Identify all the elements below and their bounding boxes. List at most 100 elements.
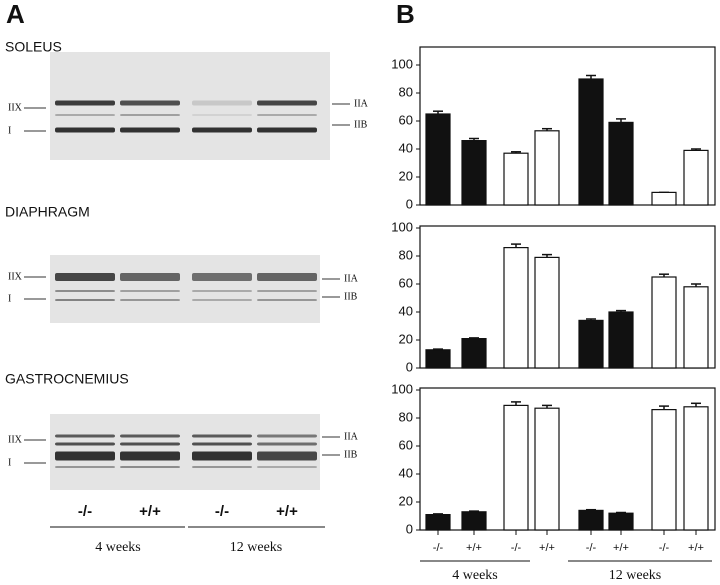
band-label: I	[8, 293, 11, 304]
bar	[503, 152, 529, 206]
y-tick-label: 100	[391, 219, 413, 234]
group-label: 4 weeks	[452, 568, 498, 583]
gel-band	[120, 114, 180, 116]
chart-frame	[419, 387, 716, 531]
gel-band	[257, 127, 317, 133]
gel-band	[55, 451, 115, 461]
gel-band	[192, 451, 252, 461]
band-label: I	[8, 457, 11, 468]
y-tick-label: 40	[399, 465, 413, 480]
bar	[503, 404, 529, 531]
y-tick-label: 0	[406, 359, 413, 374]
band-label: I	[8, 125, 11, 136]
bar	[534, 130, 560, 206]
gel-band	[55, 299, 115, 301]
genotype-label: -/-	[215, 503, 229, 520]
y-tick-label: 100	[391, 56, 413, 71]
gel-band	[257, 114, 317, 116]
y-tick-label: 0	[406, 196, 413, 211]
bar	[608, 512, 634, 531]
band-label: IIA	[344, 273, 359, 284]
band-label: IIX	[8, 271, 23, 282]
bar	[534, 407, 560, 531]
gel-band	[192, 290, 252, 292]
bar	[683, 406, 709, 531]
bar	[608, 121, 634, 206]
gel-band	[192, 299, 252, 301]
gel-title: DIAPHRAGM	[5, 204, 90, 220]
gel-band	[120, 273, 180, 281]
gel-band	[192, 466, 252, 468]
bar	[683, 286, 709, 369]
gel-image	[50, 255, 320, 323]
y-tick-label: 20	[399, 331, 413, 346]
gel-band	[257, 299, 317, 301]
band-label: IIA	[344, 431, 359, 442]
group-label: 4 weeks	[95, 540, 141, 555]
bar	[608, 311, 634, 369]
bar	[534, 256, 560, 369]
bar	[461, 511, 487, 531]
gel-band	[257, 442, 317, 446]
gel-band	[120, 290, 180, 292]
x-tick-label: +/+	[466, 542, 482, 554]
bar	[651, 276, 677, 369]
y-tick-label: 80	[399, 247, 413, 262]
genotype-label: +/+	[139, 503, 161, 520]
genotype-label: +/+	[276, 503, 298, 520]
gel-band	[55, 100, 115, 106]
gel-title: SOLEUS	[5, 39, 62, 55]
bar	[425, 513, 451, 531]
gel-band	[55, 114, 115, 116]
gel-band	[257, 100, 317, 106]
y-tick-label: 60	[399, 437, 413, 452]
gel-image	[50, 52, 330, 160]
bar	[578, 319, 604, 369]
x-tick-label: +/+	[688, 542, 704, 554]
gel-band	[55, 466, 115, 468]
gel-title: GASTROCNEMIUS	[5, 371, 129, 387]
gel-band	[257, 273, 317, 281]
y-tick-label: 0	[406, 521, 413, 536]
gel-band	[120, 100, 180, 106]
x-tick-label: +/+	[613, 542, 629, 554]
group-label: 12 weeks	[230, 540, 283, 555]
x-tick-label: -/-	[659, 542, 670, 554]
x-tick-label: -/-	[511, 542, 522, 554]
band-label: IIB	[354, 119, 368, 130]
y-tick-label: 100	[391, 381, 413, 396]
gel-band	[192, 100, 252, 106]
gel-band	[192, 434, 252, 438]
gel-band	[257, 434, 317, 438]
gel-band	[120, 434, 180, 438]
gel-band	[192, 442, 252, 446]
gel-band	[120, 442, 180, 446]
gel-band	[120, 466, 180, 468]
bar	[461, 140, 487, 206]
gel-band	[120, 127, 180, 133]
y-tick-label: 20	[399, 493, 413, 508]
band-label: IIB	[344, 291, 358, 302]
bar	[425, 113, 451, 206]
y-tick-label: 60	[399, 275, 413, 290]
gel-band	[55, 434, 115, 438]
bar	[683, 149, 709, 206]
gel-band	[120, 299, 180, 301]
gel-band	[55, 290, 115, 292]
band-label: IIX	[8, 434, 23, 445]
bar	[461, 338, 487, 369]
bar	[578, 78, 604, 206]
y-tick-label: 60	[399, 112, 413, 127]
gel-band	[192, 127, 252, 133]
bar	[503, 247, 529, 369]
gel-band	[257, 466, 317, 468]
panel-letter: A	[6, 0, 25, 29]
gel-band	[55, 442, 115, 446]
genotype-label: -/-	[78, 503, 92, 520]
chart-frame	[419, 46, 716, 206]
bar	[578, 509, 604, 531]
x-tick-label: -/-	[586, 542, 597, 554]
band-label: IIA	[354, 98, 369, 109]
gel-band	[192, 114, 252, 116]
